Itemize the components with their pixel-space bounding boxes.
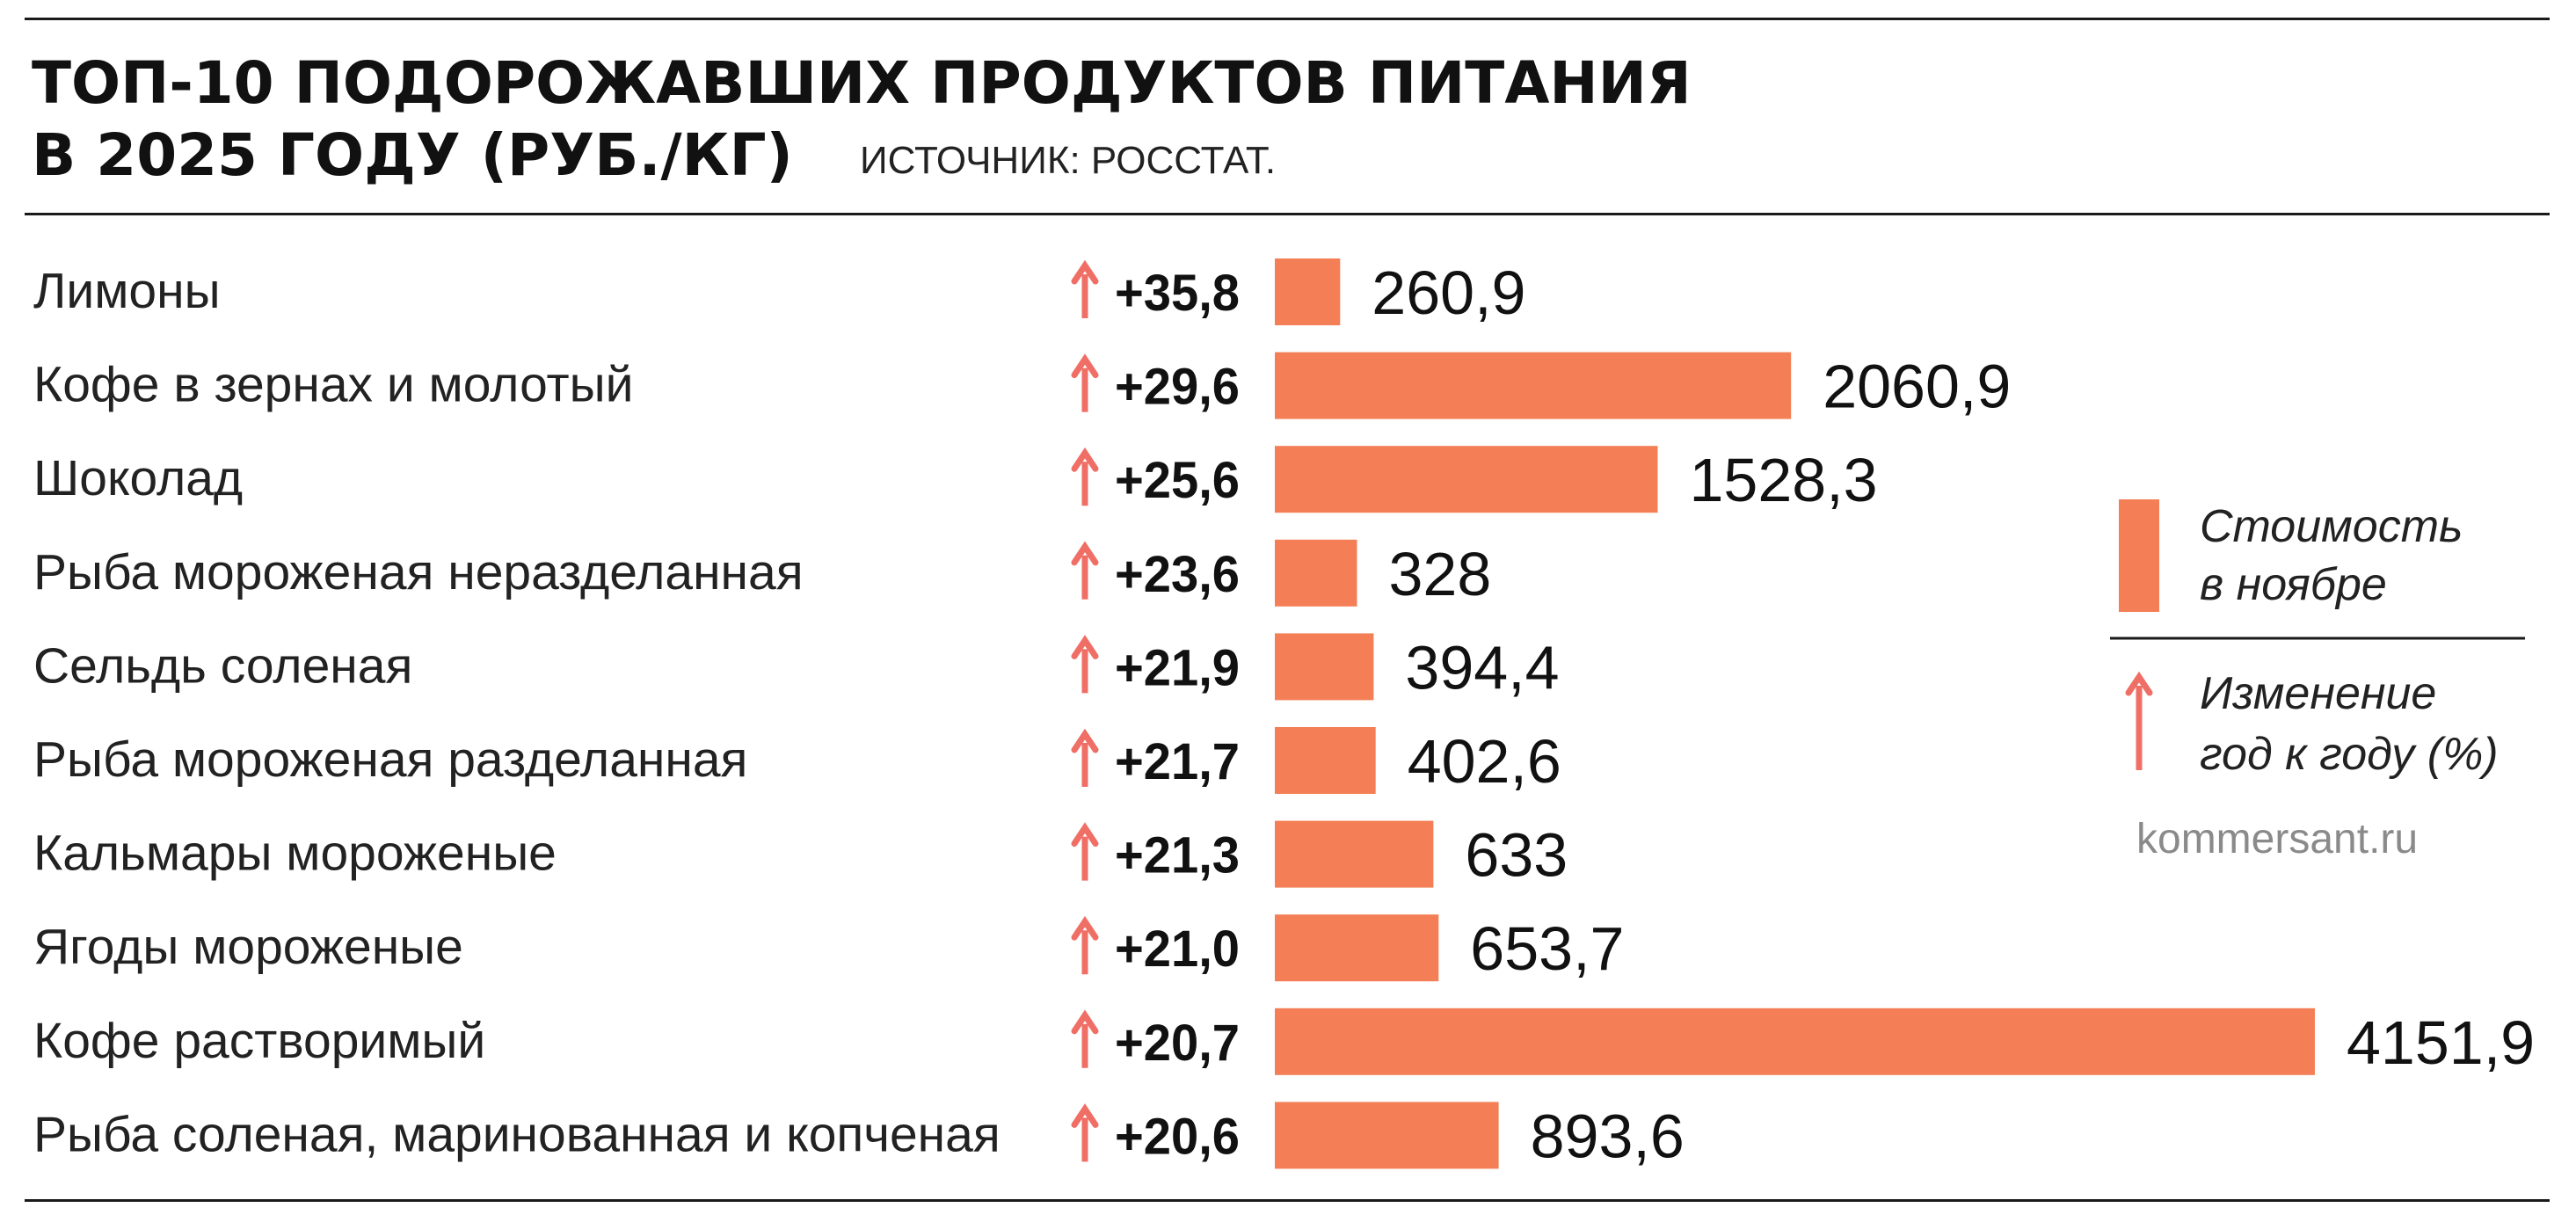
chart-row: Рыба мороженая разделанная +21,7 402,6 [33,727,1561,796]
change-label: +21,3 [1115,827,1240,884]
value-label: 260,9 [1372,258,1525,327]
chart-row: Ягоды мороженые +21,0 653,7 [33,914,1624,983]
change-label: +21,0 [1115,920,1240,978]
bar [1275,258,1341,325]
change-label: +29,6 [1115,359,1240,416]
bar [1275,633,1374,701]
value-label: 653,7 [1470,914,1624,983]
category-label: Сельдь соленая [33,637,412,694]
category-label: Лимоны [33,263,221,319]
chart-title-line-2: В 2025 ГОДУ (РУБ./КГ) [32,121,793,189]
bar [1275,727,1376,794]
legend-cost-swatch [2119,499,2159,612]
category-label: Рыба мороженая неразделанная [33,544,804,600]
chart-row: Сельдь соленая +21,9 394,4 [33,633,1560,702]
value-label: 633 [1465,821,1568,890]
arrow-up-icon [1071,447,1099,506]
value-label: 2060,9 [1823,353,2011,421]
value-label: 893,6 [1531,1102,1685,1170]
chart-row: Кофе растворимый +20,7 4151,9 [33,1008,2535,1077]
bar [1275,820,1434,888]
value-label: 4151,9 [2347,1008,2535,1077]
arrow-up-icon [2125,671,2153,770]
chart-row: Рыба мороженая неразделанная +23,6 328 [33,539,1492,608]
change-label: +21,9 [1115,639,1240,696]
arrow-up-icon [1071,635,1099,694]
site-credit: kommersant.ru [2136,816,2418,862]
chart-row: Лимоны +35,8 260,9 [33,258,1525,327]
bar [1275,1102,1499,1169]
arrow-up-icon [1071,1009,1099,1068]
legend: Стоимость в ноябре Изменение год к году … [2110,499,2525,862]
bottom-rule [25,1199,2550,1202]
arrow-up-icon [1071,541,1099,600]
arrow-up-icon [1071,353,1099,412]
change-label: +21,7 [1115,733,1240,790]
arrow-up-icon [1071,822,1099,881]
category-label: Кофе растворимый [33,1013,485,1069]
legend-cost-label-2: в ноябре [2200,559,2387,610]
top-rule [25,18,2550,20]
legend-change-label-2: год к году (%) [2200,729,2499,780]
bar [1275,539,1357,607]
source-note: ИСТОЧНИК: РОССТАТ. [860,139,1277,182]
category-label: Рыба соленая, маринованная и копченая [33,1106,1001,1162]
value-label: 394,4 [1405,633,1559,702]
header-rule [25,213,2550,215]
change-label: +20,6 [1115,1108,1240,1165]
bar [1275,1008,2315,1075]
chart-row: Шоколад +25,6 1528,3 [33,446,1878,514]
chart-rows: Лимоны +35,8 260,9 Кофе в зернах и молотый +… [33,258,2535,1170]
category-label: Рыба мороженая разделанная [33,731,747,788]
value-label: 1528,3 [1690,446,1878,514]
chart-row: Кофе в зернах и молотый +29,6 2060,9 [33,352,2011,421]
chart-title-line-1: ТОП-10 ПОДОРОЖАВШИХ ПРОДУКТОВ ПИТАНИЯ [32,49,1692,117]
category-label: Ягоды мороженые [33,919,463,975]
arrow-up-icon [1071,915,1099,975]
category-label: Кофе в зернах и молотый [33,357,633,413]
value-label: 328 [1389,540,1492,608]
legend-change-label-1: Изменение [2200,668,2436,719]
change-label: +25,6 [1115,452,1240,509]
bar [1275,352,1792,419]
legend-cost-label-1: Стоимость [2200,501,2463,552]
bar [1275,446,1658,513]
category-label: Кальмары мороженые [33,826,557,882]
bar [1275,914,1439,982]
value-label: 402,6 [1408,727,1561,796]
change-label: +20,7 [1115,1015,1240,1072]
category-label: Шоколад [33,450,243,506]
arrow-up-icon [1071,259,1099,318]
change-label: +23,6 [1115,546,1240,603]
arrow-up-icon [1071,1103,1099,1162]
chart-row: Рыба соленая, маринованная и копченая +20… [33,1102,1685,1170]
change-label: +35,8 [1115,265,1240,322]
legend-arrow-up-icon [2125,671,2153,770]
chart-row: Кальмары мороженые +21,3 633 [33,820,1568,890]
arrow-up-icon [1071,728,1099,787]
